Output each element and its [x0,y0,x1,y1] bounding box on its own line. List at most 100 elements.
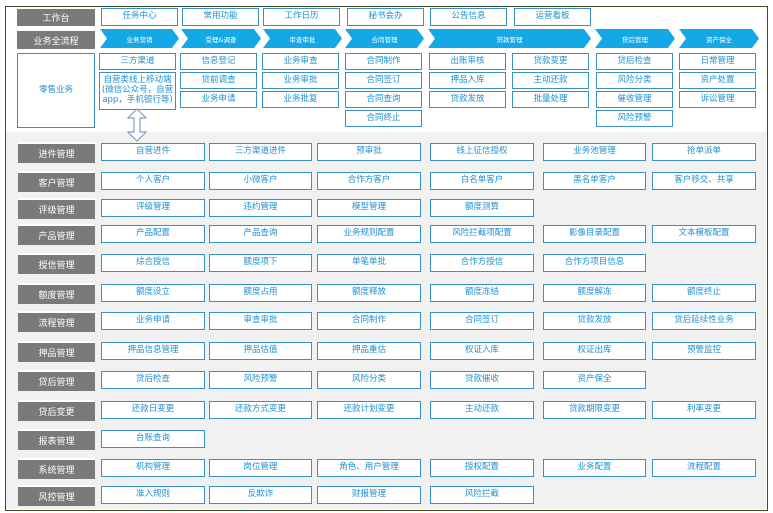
module-label: 贷后管理 [18,370,95,391]
module-function: 产品查询 [209,225,312,243]
module-function: 利率变更 [652,401,756,419]
retail-function: 业务审批 [262,72,339,89]
module-function: 额度终止 [652,284,756,302]
up-down-arrow-icon [127,108,147,142]
workbench-item: 常用功能 [182,8,259,26]
retail-function: 风险分类 [596,72,673,89]
module-function: 资产保全 [543,371,646,389]
module-function: 合作方授信 [430,254,534,272]
retail-label-box: 零售业务 [17,53,95,128]
module-function: 额度占用 [209,284,312,302]
module-function: 额度冻结 [430,284,534,302]
module-function: 黑名单客户 [543,172,646,190]
module-function: 准入规则 [101,486,205,504]
retail-function: 押品入库 [429,72,506,89]
module-function: 岗位管理 [209,459,312,477]
module-function: 审查审批 [209,312,312,330]
retail-function: 日常管理 [679,53,756,70]
process-stage-arrow: 业务营销 [100,29,179,48]
module-function: 客户移交、共享 [652,172,756,190]
module-function: 流程配置 [652,459,756,477]
module-function: 模型管理 [317,199,421,217]
module-label: 授信管理 [18,253,95,274]
module-function: 个人客户 [101,172,205,190]
retail-function: 主动还款 [512,72,589,89]
module-function: 额度设立 [101,284,205,302]
module-label: 贷后变更 [18,400,95,421]
module-label: 进件管理 [18,142,95,163]
module-function: 小微客户 [209,172,312,190]
module-label: 押品管理 [18,341,95,362]
module-label: 客户管理 [18,171,95,192]
module-function: 贷后延续性业务 [652,312,756,330]
module-function: 额度释放 [317,284,421,302]
module-function: 授权配置 [430,459,534,477]
module-function: 风险拦截 [430,486,534,504]
module-function: 权证出库 [543,342,646,360]
module-function: 合作方项目信息 [543,254,646,272]
module-function: 白名单客户 [430,172,534,190]
retail-function: 合同终止 [345,110,422,127]
module-function: 风险预警 [209,371,312,389]
module-function: 自营进件 [101,143,205,161]
retail-function: 信息登记 [180,53,257,70]
module-function: 风险拦截项配置 [430,225,534,243]
process-stage-arrow: 受理&调查 [181,29,261,48]
module-label: 风控管理 [18,485,95,506]
module-function: 贷款催收 [430,371,534,389]
retail-function: 资产处置 [679,72,756,89]
process-stage-arrow: 贷款管理 [428,29,591,48]
module-function: 单笔单批 [317,254,421,272]
process-stage-arrow: 审查审批 [263,29,342,48]
module-label: 额度管理 [18,283,95,304]
module-function: 额度项下 [209,254,312,272]
retail-function: 业务审查 [262,53,339,70]
module-function: 机构管理 [101,459,205,477]
module-function: 押品重估 [317,342,421,360]
module-label: 评级管理 [18,198,95,219]
module-label: 系统管理 [18,458,95,479]
module-function: 反欺诈 [209,486,312,504]
module-function: 贷款发放 [543,312,646,330]
module-function: 贷款期限变更 [543,401,646,419]
module-function: 预警监控 [652,342,756,360]
module-function: 违约管理 [209,199,312,217]
module-function: 主动还款 [430,401,534,419]
process-stage-arrow: 贷后管理 [595,29,675,48]
module-function: 台账查询 [101,430,205,448]
workbench-item: 秘书会办 [347,8,424,26]
module-function: 线上征信授权 [430,143,534,161]
retail-function: 诉讼管理 [679,91,756,108]
workbench-item: 任务中心 [101,8,178,26]
module-function: 还款计划变更 [317,401,421,419]
module-function: 押品估值 [209,342,312,360]
module-function: 文本模板配置 [652,225,756,243]
module-function: 还款方式变更 [209,401,312,419]
workbench-item: 工作日历 [263,8,340,26]
module-function: 合同签订 [430,312,534,330]
module-function: 抢单派单 [652,143,756,161]
module-function: 额度解冻 [543,284,646,302]
retail-function: 业务批复 [262,91,339,108]
module-function: 评级管理 [101,199,205,217]
module-function: 合作方客户 [317,172,421,190]
retail-function: 三方渠道 [99,53,176,70]
module-function: 风险分类 [317,371,421,389]
workbench-label: 工作台 [17,7,95,26]
module-function: 三方渠道进件 [209,143,312,161]
module-function: 综合授信 [101,254,205,272]
module-function: 合同制作 [317,312,421,330]
module-function: 权证入库 [430,342,534,360]
module-function: 业务池管理 [543,143,646,161]
module-label: 产品管理 [18,224,95,245]
module-function: 预审批 [317,143,421,161]
process-label: 业务全流程 [17,29,95,49]
retail-function: 贷前调查 [180,72,257,89]
module-function: 财报管理 [317,486,421,504]
process-stage-arrow: 合同管理 [345,29,424,48]
retail-function: 风险预警 [596,110,673,127]
module-function: 押品信息管理 [101,342,205,360]
module-function: 业务规则配置 [317,225,421,243]
module-function: 角色、用户管理 [317,459,421,477]
workbench-item: 公告信息 [430,8,507,26]
